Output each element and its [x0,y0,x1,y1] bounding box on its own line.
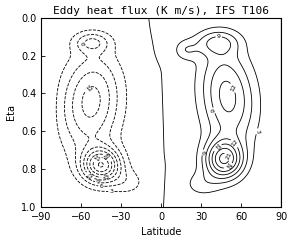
Text: 15: 15 [213,143,222,152]
Text: 6: 6 [99,183,103,189]
Text: 6: 6 [200,150,205,155]
Text: 9: 9 [96,180,100,185]
Text: 15: 15 [101,174,110,180]
Text: 12: 12 [230,139,239,148]
Text: 9: 9 [217,34,221,39]
Text: 21: 21 [92,154,101,163]
Text: 12: 12 [229,83,237,92]
X-axis label: Latitude: Latitude [141,227,182,237]
Text: 18: 18 [103,152,112,161]
Y-axis label: Eta: Eta [6,104,16,120]
Text: 3: 3 [254,129,260,134]
Text: 12: 12 [85,172,95,180]
Text: 9: 9 [82,42,88,47]
Text: 3: 3 [109,189,113,194]
Text: 12: 12 [84,84,93,93]
Title: Eddy heat flux (K m/s), IFS T106: Eddy heat flux (K m/s), IFS T106 [53,6,269,16]
Text: 9: 9 [211,108,217,113]
Text: 18: 18 [224,163,233,171]
Text: 21: 21 [225,151,233,161]
